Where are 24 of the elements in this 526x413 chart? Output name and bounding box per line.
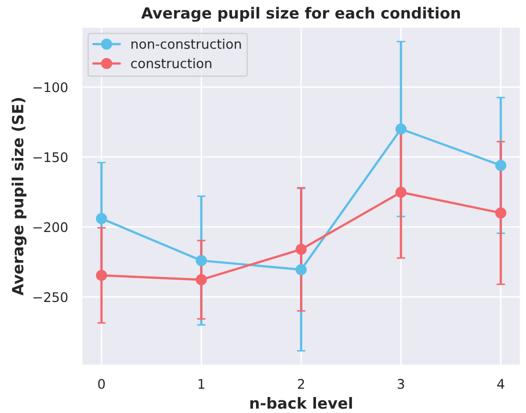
y-tick-label: −150 [33,152,68,162]
point [296,244,307,255]
point [395,123,407,135]
x-tick-label: 4 [497,379,504,389]
x-axis-title: n-back level [250,397,352,409]
point [296,264,307,276]
x-tick-label: 2 [298,378,304,389]
point [196,254,207,266]
point [495,160,506,171]
x-tick-label: 0 [98,378,105,389]
legend-label: non-construction [132,38,241,49]
y-tick-label: −100 [33,82,68,92]
legend-label: construction [131,58,212,68]
point [395,186,407,198]
point [495,207,506,219]
y-tick-label: −250 [33,292,68,302]
point [196,274,207,286]
chart-title: Average pupil size for each condition [141,6,460,22]
point [96,270,108,281]
y-tick-label: −200 [33,222,68,232]
y-axis-title: Average pupil size (SE) [12,98,27,296]
point [96,213,108,224]
x-tick-label: 3 [398,378,404,389]
x-tick-label: 1 [198,379,204,389]
